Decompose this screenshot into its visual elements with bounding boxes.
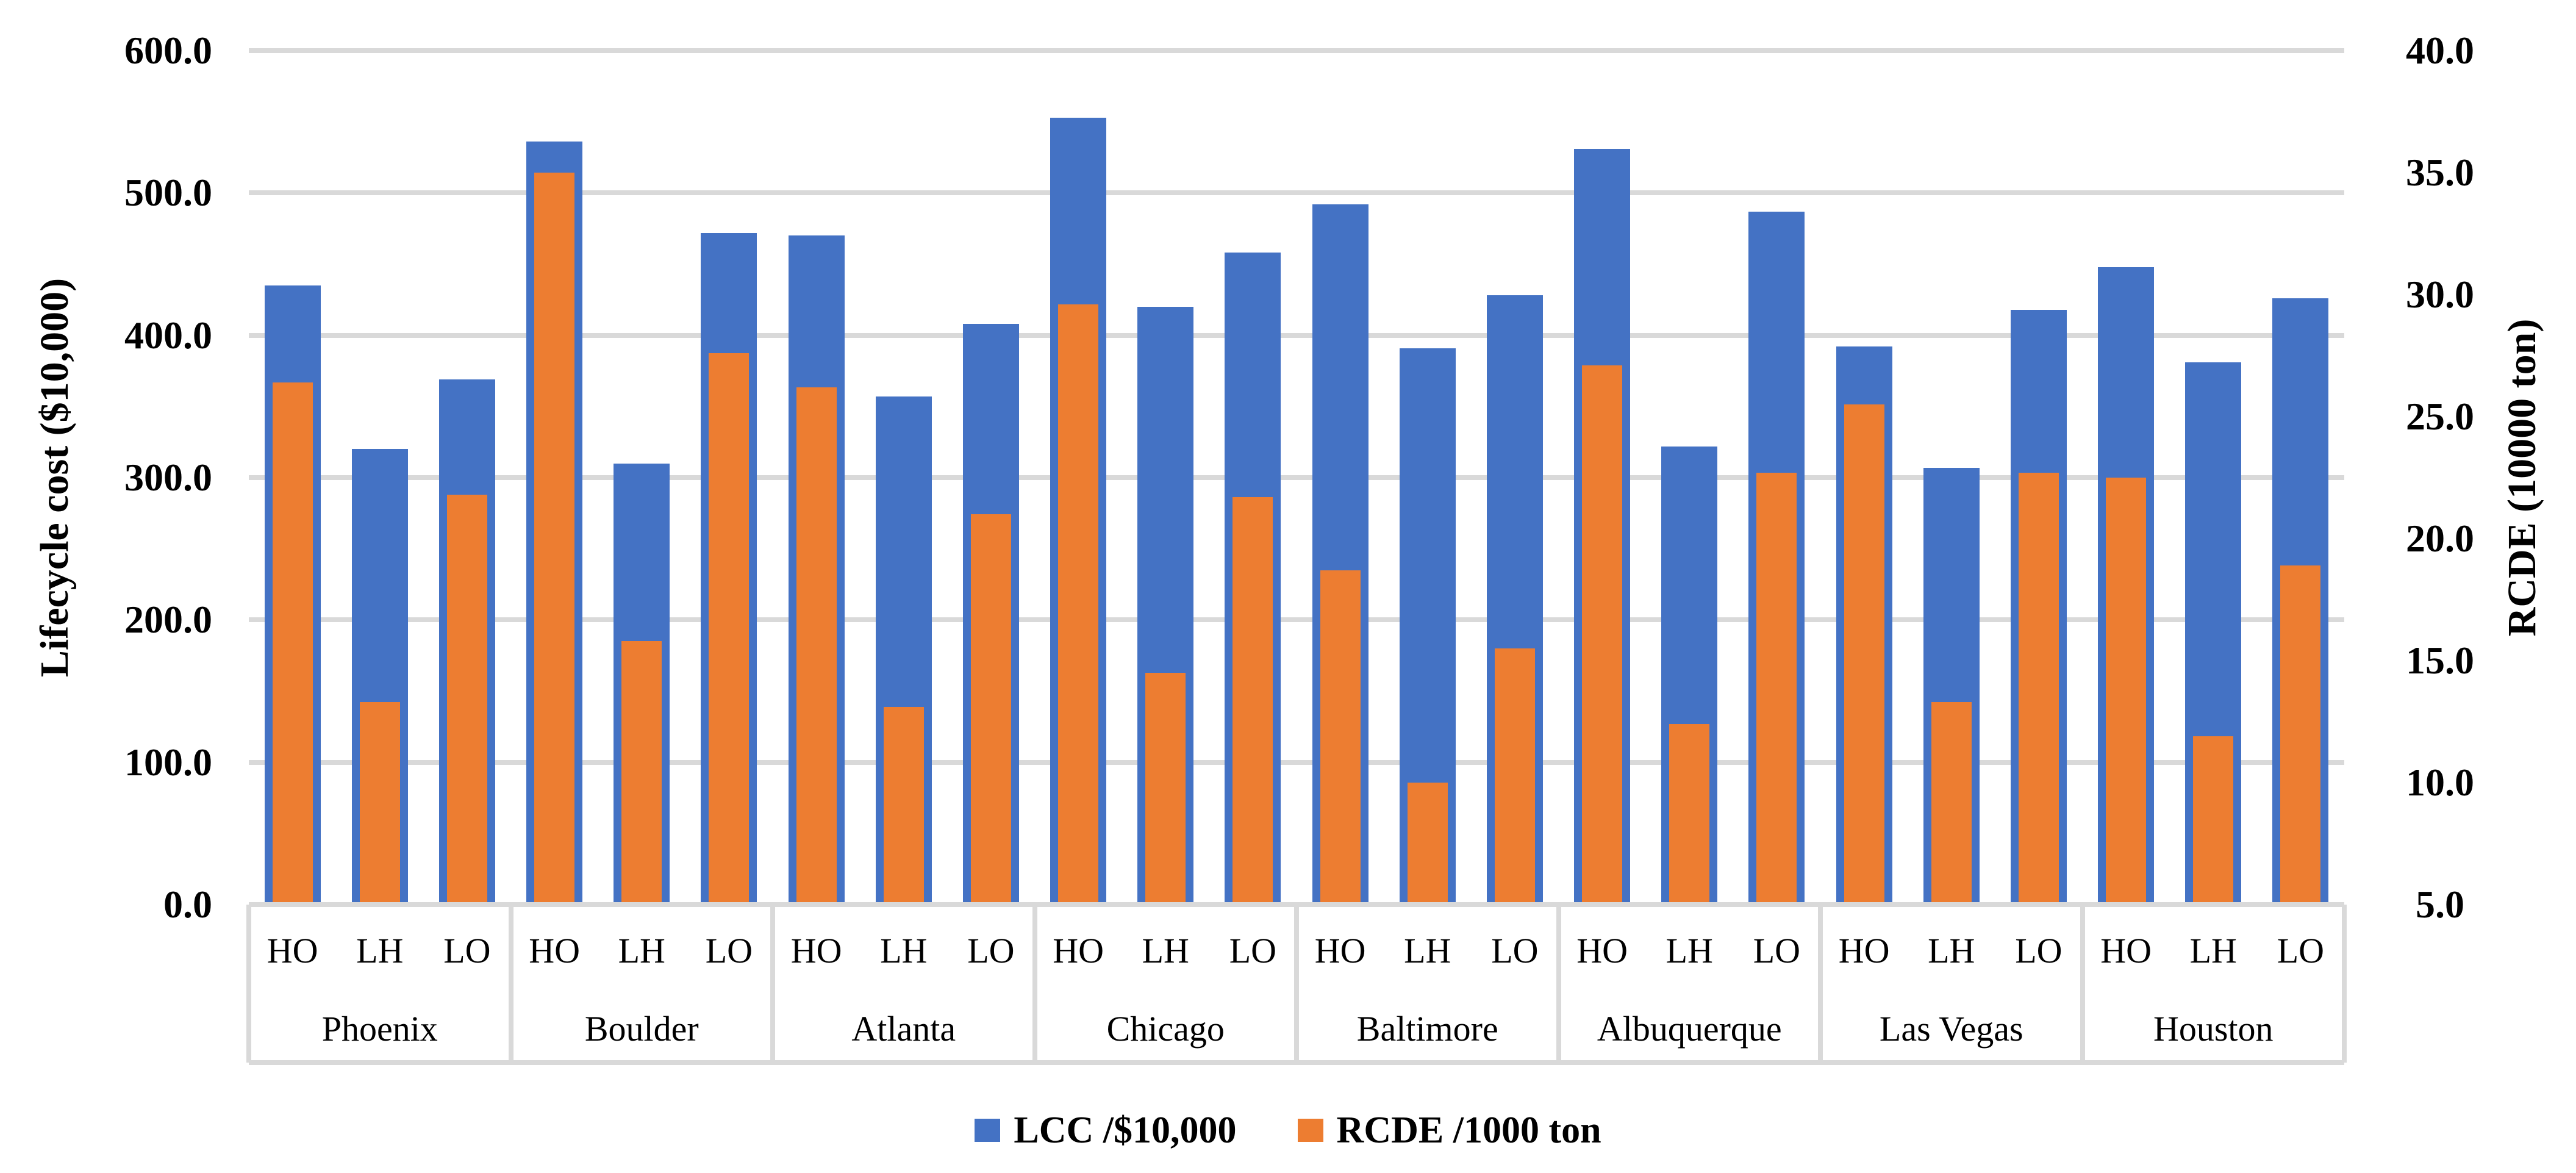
right-axis-tick-label: 30.0 (2406, 273, 2474, 316)
gridline (249, 332, 2344, 338)
legend-item-lcc: LCC /$10,000 (975, 1106, 1237, 1155)
rcde-bar (1931, 702, 1972, 905)
subcategory-label: HO (1053, 931, 1104, 970)
subcategory-label: HO (2100, 931, 2152, 970)
category-separator (246, 905, 251, 1063)
rcde-bar (1756, 473, 1797, 905)
gridline (249, 759, 2344, 765)
rcde-bar (1844, 404, 1884, 905)
category-separator (2342, 905, 2347, 1063)
rcde-bar (2280, 565, 2321, 905)
rcde-bar (1145, 673, 1186, 905)
left-axis-tick-label: 200.0 (124, 598, 212, 642)
rcde-bar (2106, 478, 2147, 905)
rcde-bar (534, 173, 575, 905)
right-axis-tick-label: 20.0 (2406, 517, 2474, 560)
rcde-bar (709, 353, 750, 905)
gridline (249, 617, 2344, 623)
category-separator (770, 905, 775, 1063)
gridline (249, 190, 2344, 196)
subcategory-label: HO (790, 931, 842, 970)
rcde-bar (1058, 304, 1099, 905)
subcategory-label: HO (529, 931, 580, 970)
category-box-bottom-border (249, 1060, 2344, 1065)
legend-item-rcde: RCDE /1000 ton (1297, 1106, 1601, 1155)
subcategory-label: LO (443, 931, 491, 970)
rcde-bar (970, 514, 1011, 905)
legend-label-rcde: RCDE /1000 ton (1336, 1110, 1601, 1151)
city-label: Baltimore (1356, 1009, 1498, 1049)
subcategory-label: HO (1838, 931, 1890, 970)
left-axis-tick-label: 400.0 (124, 313, 212, 357)
rcde-bar (272, 382, 313, 905)
city-label: Chicago (1106, 1009, 1225, 1049)
city-label: Phoenix (321, 1009, 438, 1049)
left-axis-tick-label: 0.0 (163, 883, 212, 926)
subcategory-label: HO (1314, 931, 1366, 970)
right-axis-tick-label: 25.0 (2406, 395, 2474, 438)
rcde-bar (796, 387, 837, 905)
city-label: Las Vegas (1879, 1009, 2023, 1049)
subcategory-label: LH (2189, 931, 2237, 970)
right-axis-tick-label: 40.0 (2406, 29, 2474, 72)
category-separator (508, 905, 513, 1063)
lcc-swatch-icon (975, 1119, 1001, 1142)
subcategory-label: LH (356, 931, 404, 970)
rcde-bar (1407, 783, 1448, 905)
category-separator (2080, 905, 2085, 1063)
legend-label-lcc: LCC /$10,000 (1014, 1110, 1237, 1151)
rcde-bar (883, 707, 924, 905)
rcde-bar (1582, 365, 1623, 905)
subcategory-label: LH (618, 931, 665, 970)
rcde-bar (621, 641, 662, 905)
subcategory-label: HO (1576, 931, 1628, 970)
subcategory-label: LO (1491, 931, 1539, 970)
rcde-bar (2018, 473, 2059, 905)
rcde-swatch-icon (1297, 1119, 1323, 1142)
category-separator (1032, 905, 1037, 1063)
subcategory-label: LO (1753, 931, 1801, 970)
city-label: Houston (2153, 1009, 2274, 1049)
left-axis-tick-label: 300.0 (124, 456, 212, 499)
subcategory-label: LO (967, 931, 1015, 970)
rcde-bar (1669, 724, 1710, 905)
subcategory-label: LH (1928, 931, 1975, 970)
rcde-bar (446, 495, 487, 905)
right-axis-tick-label: 15.0 (2406, 639, 2474, 682)
subcategory-label: LO (2015, 931, 2063, 970)
rcde-bar (1494, 648, 1535, 905)
subcategory-label: LO (705, 931, 753, 970)
subcategory-label: LH (1665, 931, 1713, 970)
subcategory-label: LH (880, 931, 928, 970)
city-label: Atlanta (851, 1009, 956, 1049)
legend: LCC /$10,000 RCDE /1000 ton (0, 1103, 2576, 1158)
rcde-bar (1320, 570, 1361, 905)
subcategory-label: LH (1142, 931, 1189, 970)
left-axis-tick-label: 500.0 (124, 171, 212, 215)
rcde-bar (359, 702, 400, 905)
right-axis-tick-label: 5.0 (2416, 883, 2464, 926)
city-label: Albuquerque (1597, 1009, 1782, 1049)
rcde-bar (1233, 497, 1273, 905)
subcategory-label: LO (1229, 931, 1277, 970)
category-separator (1294, 905, 1299, 1063)
rcde-bar (2193, 736, 2234, 905)
category-separator (1818, 905, 1823, 1063)
right-axis-tick-label: 35.0 (2406, 151, 2474, 194)
gridline (249, 475, 2344, 480)
left-axis-tick-label: 100.0 (124, 740, 212, 784)
city-label: Boulder (584, 1009, 699, 1049)
right-axis-tick-label: 10.0 (2406, 761, 2474, 804)
left-axis-tick-label: 600.0 (124, 29, 212, 72)
gridline (249, 48, 2344, 53)
subcategory-label: LH (1404, 931, 1451, 970)
subcategory-label: LO (2277, 931, 2325, 970)
subcategory-label: HO (267, 931, 318, 970)
category-separator (1556, 905, 1561, 1063)
